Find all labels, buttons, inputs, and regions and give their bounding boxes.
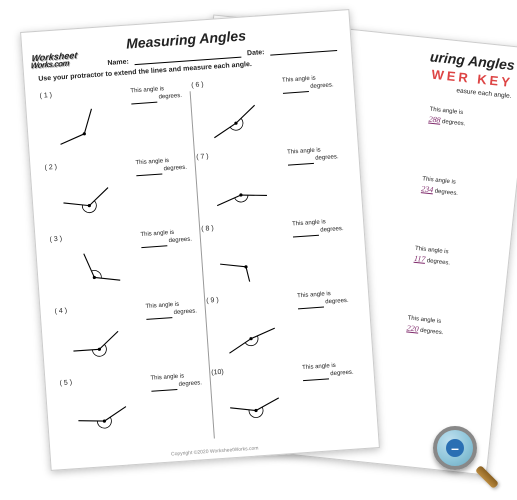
problem: ( 6 ) This angle is degrees. [191,68,344,150]
worksheet-sheet: Worksheet Works.com Measuring Angles Nam… [20,9,380,471]
ans-val: 234 [421,184,434,194]
name-label: Name: [107,59,129,67]
angle-suffix: degrees. [330,369,354,377]
angle-figure [69,306,143,366]
angle-suffix: degrees. [434,188,458,196]
problem: ( 8 ) This angle is degrees. [201,212,354,294]
angle-suffix: degrees. [168,236,192,244]
angle-suffix: degrees. [442,119,466,127]
ans-val: 117 [414,254,426,264]
problem-number: ( 3 ) [49,236,62,244]
problem-number: ( 7 ) [196,153,209,161]
problem-number: ( 6 ) [191,81,204,89]
angle-figure [225,368,299,428]
site-logo: Worksheet Works.com [30,51,77,70]
angle-caption: This angle is degrees. [140,228,196,247]
angle-prefix: This angle is [287,147,321,155]
preview-stage: Measuring Angles uring Angles WER KEY ea… [0,0,517,500]
angle-figure [205,80,279,140]
angle-caption: This angle is degrees. [145,300,201,319]
magnifier-lens: – [433,426,477,470]
problem-number: ( 9 ) [206,297,219,305]
angle-figure [54,91,128,151]
angle-caption: This angle is degrees. [150,372,206,391]
angle-figure [215,224,289,284]
angle-figure [74,378,148,438]
problem-number: ( 1 ) [39,92,52,100]
angle-suffix: degrees. [427,258,451,266]
angle-caption: This angle is degrees. [292,218,348,237]
angle-prefix: This angle is [292,219,326,227]
ans-row: This angle is 220 degrees. [380,307,492,388]
angle-suffix: degrees. [173,308,197,316]
zoom-out-magnifier[interactable]: – [433,426,495,488]
angle-suffix: degrees. [178,380,202,388]
answer-blank [298,300,324,309]
answer-blank [131,95,157,104]
problem-number: ( 2 ) [44,164,57,172]
angle-suffix: degrees. [163,165,187,173]
date-blank [270,43,337,56]
magnifier-handle [475,465,499,489]
angle-suffix: degrees. [325,298,349,306]
problem-number: ( 4 ) [54,307,67,315]
angle-suffix: degrees. [310,82,334,90]
angle-figure [64,235,138,295]
angle-caption: This angle is degrees. [297,290,353,309]
angle-figure [59,163,133,223]
right-column: ( 6 ) This angle is degrees.( 7 ) This a… [191,68,364,437]
problem-number: ( 5 ) [59,379,72,387]
problem-number: (10) [211,369,224,377]
ans-row: This angle is 117 degrees. [388,238,500,319]
minus-icon: – [446,439,464,457]
date-label: Date: [247,49,265,57]
angle-caption: This angle is degrees. [287,146,343,165]
answer-blank [146,311,172,320]
problem: (10) This angle is degrees. [211,355,364,437]
problem: ( 5 ) This angle is degrees. [59,366,212,448]
angle-suffix: degrees. [315,154,339,162]
angle-prefix: This angle is [150,373,184,381]
answer-blank [136,167,162,176]
answer-blank [288,156,314,165]
answer-blank [141,239,167,248]
problem-number: ( 8 ) [201,225,214,233]
angle-suffix: degrees. [320,226,344,234]
left-column: ( 1 ) This angle is degrees.( 2 ) This a… [39,79,212,448]
logo-line2: Works.com [30,59,77,69]
angle-caption: This angle is degrees. [282,74,338,93]
angle-prefix: This angle is [130,86,164,94]
answer-blank [303,372,329,381]
angle-figure [210,152,284,212]
answer-blank [282,85,308,94]
problem: ( 7 ) This angle is degrees. [196,140,349,222]
ans-row: This angle is 288 degrees. [402,98,514,179]
angle-caption: This angle is degrees. [302,361,358,380]
angle-caption: This angle is degrees. [130,85,186,104]
answer-blank [151,383,177,392]
answer-blank [293,228,319,237]
problem: ( 4 ) This angle is degrees. [54,294,207,376]
angle-caption: This angle is degrees. [135,156,191,175]
ans-row: This angle is 234 degrees. [395,168,507,249]
problem: ( 1 ) This angle is degrees. [39,79,192,161]
angle-suffix: degrees. [158,93,182,101]
problem: ( 2 ) This angle is degrees. [44,150,197,232]
angle-suffix: degrees. [420,328,444,336]
ans-val: 288 [428,114,441,124]
angle-figure [220,296,294,356]
ans-val: 220 [406,323,419,333]
problem: ( 3 ) This angle is degrees. [49,222,202,304]
problem: ( 9 ) This angle is degrees. [206,283,359,365]
